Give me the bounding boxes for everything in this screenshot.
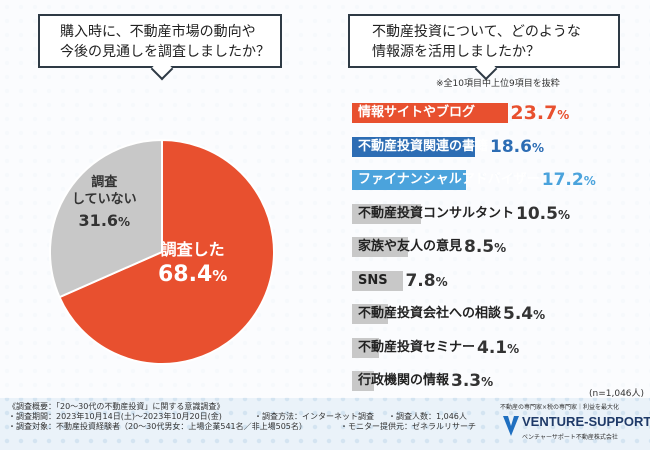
- bar-value-number: 4.1: [477, 337, 508, 358]
- survey-overview: 《調査概要：「20～30代の不動産投資」に関する意識調査》 ・調査期間：2023…: [8, 402, 476, 432]
- bar-value-unit: %: [583, 174, 596, 188]
- bar-value: 18.6%: [490, 134, 544, 161]
- bar-value: 8.5%: [464, 234, 506, 261]
- footer-monitor: ・モニター提供元：ゼネラルリサーチ: [340, 422, 476, 431]
- bar-value: 10.5%: [516, 201, 570, 228]
- logo-mark-icon: [503, 416, 519, 436]
- bar-value-unit: %: [557, 207, 570, 222]
- pie-label-not-surveyed-line2: していない: [72, 192, 137, 207]
- bar-value: 7.8%: [405, 268, 447, 295]
- bar-label: 情報サイトやブログ: [358, 105, 476, 120]
- bar: [352, 337, 380, 358]
- pie-value-surveyed-unit: %: [212, 267, 228, 285]
- bar-value-unit: %: [531, 140, 544, 155]
- bar-label: 不動産投資セミナー: [358, 339, 476, 355]
- pie-value-surveyed-number: 68.4: [158, 262, 213, 287]
- bar-label: 不動産投資関連の書籍: [358, 138, 489, 154]
- bar-value: 4.1%: [477, 335, 519, 362]
- bar-value-number: 3.3: [451, 371, 482, 391]
- bar-label: ファイナンシャルアドバイザー: [358, 172, 540, 187]
- bar-value-number: 7.8: [405, 270, 436, 291]
- bar-label: 不動産投資コンサルタント: [358, 205, 515, 221]
- bar-value-number: 10.5: [516, 203, 558, 224]
- bar: [352, 170, 466, 190]
- bar: [352, 237, 409, 257]
- bar-value-unit: %: [494, 241, 507, 255]
- bar: [352, 371, 374, 391]
- bar: [352, 136, 475, 157]
- sample-size-note: (n=1,046人): [589, 389, 645, 399]
- pie-label-surveyed-text: 調査した: [160, 240, 225, 259]
- logo-tagline: 不動産の専門家×税の専門家｜利益を最大化: [500, 404, 620, 411]
- bar-label: 家族や友人の意見: [358, 239, 463, 254]
- footer-overview: 《調査概要：「20～30代の不動産投資」に関する意識調査》: [8, 402, 225, 411]
- bar-value: 17.2%: [542, 167, 596, 194]
- bar: [352, 203, 422, 224]
- pie-value-not-surveyed-unit: %: [118, 215, 131, 229]
- footer-row-3: ・調査対象：不動産投資経験者（20～30代男女：上場企業541名／非上場505名…: [8, 422, 476, 432]
- pie-value-not-surveyed: 31.6%: [72, 211, 137, 230]
- logo-subtitle: ベンチャーサポート不動産株式会社: [522, 434, 618, 441]
- left-question-line2: 今後の見通しを調査しましたか？: [60, 44, 270, 60]
- bar-value-unit: %: [507, 341, 520, 356]
- bar-value: 23.7%: [510, 100, 569, 128]
- logo-name: VENTURE-SUPPORT: [522, 414, 650, 429]
- bar-value-number: 5.4: [503, 304, 534, 324]
- bar-value-number: 8.5: [464, 237, 495, 257]
- bar-value-number: 23.7: [510, 102, 558, 124]
- bar-label: SNS: [358, 272, 388, 288]
- bar-value-number: 17.2: [541, 170, 584, 190]
- pie-slice-not-surveyed: [49, 138, 163, 299]
- bar-value: 5.4%: [503, 301, 545, 328]
- left-question-line1: 購入時に、不動産市場の動向や: [60, 24, 256, 40]
- bar-value-unit: %: [533, 308, 546, 322]
- pie-label-not-surveyed: 調査 していない 31.6%: [72, 174, 137, 230]
- right-question-line1: 不動産投資について、どのような: [372, 24, 581, 40]
- sample-note: ※全10項目中上位9項目を抜粋: [436, 79, 560, 89]
- footer-target: ・調査対象：不動産投資経験者（20～30代男女：上場企業541名／非上場505名…: [8, 422, 307, 431]
- bar: [352, 103, 509, 123]
- bar-value-number: 18.6: [490, 136, 532, 157]
- company-logo: 不動産の専門家×税の専門家｜利益を最大化 VENTURE-SUPPORT ベンチ…: [500, 400, 650, 448]
- pie-value-not-surveyed-number: 31.6: [78, 211, 119, 230]
- bar-label: 不動産投資会社への相談: [358, 306, 502, 321]
- footer-period: ・調査期間：2023年10月14日(土)～2023年10月20日(金): [8, 412, 222, 421]
- pie-value-surveyed: 68.4%: [158, 262, 227, 287]
- bar: [352, 304, 388, 324]
- pie-label-not-surveyed-line1: 調査: [91, 175, 118, 190]
- bar: [352, 270, 404, 291]
- footer-method: ・調査方法：インターネット調査: [254, 412, 374, 421]
- bar-label: 行政機関の情報: [358, 373, 450, 388]
- left-question-box: 購入時に、不動産市場の動向や 今後の見通しを調査しましたか？: [38, 14, 282, 68]
- bar-value-unit: %: [481, 375, 494, 389]
- pie-slice-surveyed: [58, 138, 275, 365]
- footer-row-2: ・調査期間：2023年10月14日(土)～2023年10月20日(金) ・調査方…: [8, 412, 467, 422]
- footer-count: ・調査人数：1,046人: [388, 412, 467, 421]
- pie-label-surveyed: 調査した 68.4%: [158, 236, 227, 287]
- bar-value-unit: %: [435, 274, 448, 289]
- bar-value: 3.3%: [451, 368, 493, 395]
- right-question-line2: 情報源を活用しましたか？: [372, 44, 540, 60]
- bar-value-unit: %: [557, 108, 570, 122]
